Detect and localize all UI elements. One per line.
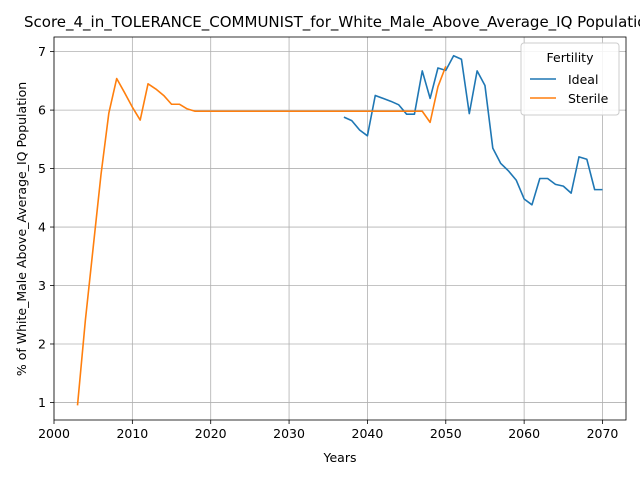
series-line-ideal: [343, 54, 603, 206]
x-tick-label: 2070: [587, 426, 619, 441]
legend-title: Fertility: [547, 50, 595, 65]
plot-frame: [53, 36, 627, 421]
x-tick-label: 2010: [116, 426, 148, 441]
series-line-sterile: [76, 65, 447, 406]
y-tick-label: 2: [38, 336, 46, 351]
legend-label-sterile: Sterile: [568, 91, 609, 106]
y-tick-label: 4: [38, 220, 46, 235]
x-tick-label: 2020: [195, 426, 227, 441]
y-tick-label: 5: [38, 161, 46, 176]
legend-label-ideal: Ideal: [568, 72, 598, 87]
y-tick-label: 7: [38, 44, 46, 59]
x-tick-label: 2000: [38, 426, 70, 441]
y-axis-label: % of White_Male Above_Average_IQ Populat…: [14, 82, 29, 376]
x-axis-ticks: 2000 2010 2020 2030 2040 2050 2060 2070: [38, 420, 618, 441]
y-axis-ticks: 1 2 3 4 5 6 7: [38, 44, 54, 410]
x-axis-label: Years: [323, 450, 357, 465]
chart-title: Score_4_in_TOLERANCE_COMMUNIST_for_White…: [24, 13, 640, 32]
legend: Fertility Ideal Sterile: [520, 42, 620, 116]
y-tick-label: 1: [38, 395, 46, 410]
y-tick-label: 6: [38, 103, 46, 118]
series-lines: [76, 54, 603, 406]
y-tick-label: 3: [38, 278, 46, 293]
legend-frame: [520, 42, 620, 116]
x-tick-label: 2030: [273, 426, 305, 441]
x-tick-label: 2050: [430, 426, 462, 441]
x-tick-label: 2040: [352, 426, 384, 441]
x-tick-label: 2060: [508, 426, 540, 441]
